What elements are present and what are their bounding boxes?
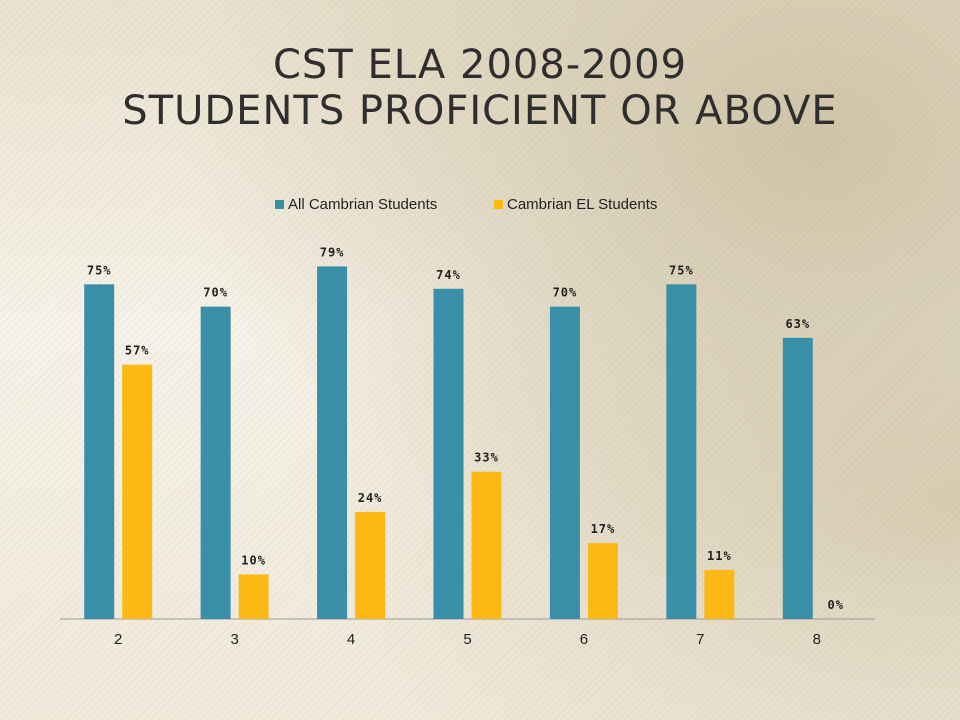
bar-all-grade-4 (317, 266, 348, 619)
data-label-el-grade-3: 10% (241, 553, 266, 567)
bar-el-grade-7 (704, 569, 735, 619)
x-tick-label-5: 5 (463, 631, 471, 648)
data-label-el-grade-6: 17% (591, 522, 616, 536)
title-line-2: Students Proficient or Above (122, 88, 838, 134)
bar-el-grade-3 (238, 574, 269, 619)
bar-el-grade-6 (587, 543, 618, 619)
x-tick-label-7: 7 (696, 631, 704, 648)
x-tick-label-6: 6 (580, 631, 588, 648)
slide-title: CST ELA 2008-2009 Students Proficient or… (0, 42, 960, 134)
data-label-all-grade-4: 79% (320, 245, 345, 259)
data-label-all-grade-2: 75% (87, 263, 112, 277)
bar-all-grade-3 (200, 306, 231, 619)
title-line-1: CST ELA 2008-2009 (272, 42, 688, 88)
data-label-el-grade-2: 57% (125, 344, 150, 358)
data-label-el-grade-8: 0% (828, 598, 844, 612)
bar-all-grade-8 (782, 337, 813, 619)
legend-swatch-2 (494, 200, 503, 209)
x-tick-label-3: 3 (230, 631, 238, 648)
data-label-all-grade-7: 75% (669, 263, 694, 277)
bar-all-grade-7 (666, 284, 697, 619)
data-label-el-grade-7: 11% (707, 549, 732, 563)
bar-el-grade-4 (355, 511, 386, 619)
data-label-all-grade-3: 70% (203, 286, 228, 300)
legend-label-2: Cambrian EL Students (507, 196, 657, 213)
legend-swatch-1 (275, 200, 284, 209)
x-tick-label-2: 2 (114, 631, 122, 648)
bar-el-grade-2 (122, 364, 153, 619)
bar-all-grade-6 (549, 306, 580, 619)
data-label-all-grade-6: 70% (553, 286, 578, 300)
data-label-el-grade-5: 33% (474, 451, 499, 465)
bar-el-grade-5 (471, 471, 502, 619)
legend-label-1: All Cambrian Students (288, 196, 437, 213)
x-tick-label-8: 8 (813, 631, 821, 648)
data-label-all-grade-5: 74% (436, 268, 461, 282)
data-label-el-grade-4: 24% (358, 491, 383, 505)
data-label-all-grade-8: 63% (785, 317, 810, 331)
bar-all-grade-5 (433, 288, 464, 619)
x-tick-label-4: 4 (347, 631, 355, 648)
bar-all-grade-2 (84, 284, 115, 619)
